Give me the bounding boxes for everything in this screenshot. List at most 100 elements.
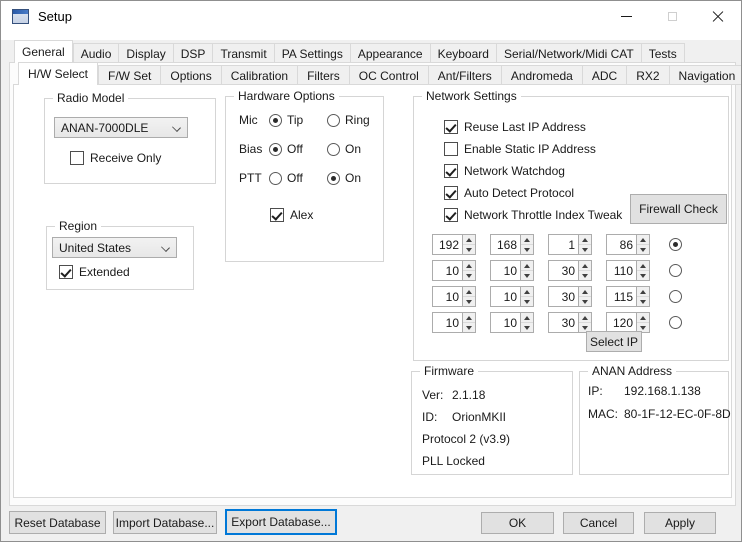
auto-detect-protocol-checkbox[interactable]: Auto Detect Protocol xyxy=(444,186,574,200)
ip-row-1-select-radio[interactable] xyxy=(669,238,682,251)
spin-down-icon[interactable] xyxy=(463,244,475,254)
tab-dsp[interactable]: DSP xyxy=(173,43,214,63)
spin-up-icon[interactable] xyxy=(637,235,649,244)
ip3-octet3-spinner[interactable]: 30 xyxy=(548,286,592,307)
subtab-rx2[interactable]: RX2 xyxy=(627,65,670,85)
ip-row-4-select-radio[interactable] xyxy=(669,316,682,329)
ok-button[interactable]: OK xyxy=(481,512,554,534)
extended-checkbox[interactable]: Extended xyxy=(59,265,130,279)
ip4-octet3-spinner[interactable]: 30 xyxy=(548,312,592,333)
spin-down-icon[interactable] xyxy=(637,270,649,280)
enable-static-ip-checkbox[interactable]: Enable Static IP Address xyxy=(444,142,596,156)
spin-down-icon[interactable] xyxy=(579,244,591,254)
tab-general[interactable]: General xyxy=(14,40,73,63)
ip2-octet4-spinner[interactable]: 110 xyxy=(606,260,650,281)
tab-pa-settings[interactable]: PA Settings xyxy=(274,43,351,63)
subtab-oc-control[interactable]: OC Control xyxy=(349,65,429,85)
subtab-calibration[interactable]: Calibration xyxy=(221,65,299,85)
radio-model-dropdown[interactable]: ANAN-7000DLE xyxy=(54,117,188,138)
network-watchdog-checkbox[interactable]: Network Watchdog xyxy=(444,164,565,178)
subtab-navigation[interactable]: Navigation xyxy=(669,65,741,85)
spin-up-icon[interactable] xyxy=(463,287,475,296)
spin-up-icon[interactable] xyxy=(521,313,533,322)
import-database-button[interactable]: Import Database... xyxy=(113,511,217,534)
ip1-octet3-spinner[interactable]: 1 xyxy=(548,234,592,255)
spin-up-icon[interactable] xyxy=(579,287,591,296)
minimize-button[interactable] xyxy=(603,1,649,32)
ip4-octet4-spinner[interactable]: 120 xyxy=(606,312,650,333)
spin-down-icon[interactable] xyxy=(579,296,591,306)
tab-keyboard[interactable]: Keyboard xyxy=(430,43,497,63)
spin-down-icon[interactable] xyxy=(463,322,475,332)
spin-up-icon[interactable] xyxy=(637,261,649,270)
subtab-fw-set[interactable]: F/W Set xyxy=(98,65,162,85)
spin-down-icon[interactable] xyxy=(579,270,591,280)
subtab-filters[interactable]: Filters xyxy=(298,65,350,85)
select-ip-button[interactable]: Select IP xyxy=(586,331,642,352)
subtab-adc[interactable]: ADC xyxy=(582,65,628,85)
spin-up-icon[interactable] xyxy=(521,261,533,270)
subtab-ant-filters[interactable]: Ant/Filters xyxy=(428,65,502,85)
bias-on-radio[interactable]: On xyxy=(327,142,361,156)
ip4-octet1-spinner[interactable]: 10 xyxy=(432,312,476,333)
tab-tests[interactable]: Tests xyxy=(641,43,685,63)
spin-down-icon[interactable] xyxy=(521,296,533,306)
reset-database-button[interactable]: Reset Database xyxy=(9,511,106,534)
spin-down-icon[interactable] xyxy=(637,296,649,306)
subtab-options[interactable]: Options xyxy=(161,65,222,85)
alex-checkbox[interactable]: Alex xyxy=(270,208,313,222)
spin-up-icon[interactable] xyxy=(637,313,649,322)
ptt-off-radio[interactable]: Off xyxy=(269,171,327,185)
spin-down-icon[interactable] xyxy=(521,322,533,332)
network-throttle-checkbox[interactable]: Network Throttle Index Tweak xyxy=(444,208,622,222)
bias-off-radio[interactable]: Off xyxy=(269,142,327,156)
mic-tip-radio[interactable]: Tip xyxy=(269,113,327,127)
ip3-octet4-spinner[interactable]: 115 xyxy=(606,286,650,307)
tab-serial-network-midi-cat[interactable]: Serial/Network/Midi CAT xyxy=(496,43,642,63)
subtab-hw-select[interactable]: H/W Select xyxy=(18,62,99,85)
spin-up-icon[interactable] xyxy=(521,287,533,296)
ip2-octet1-spinner[interactable]: 10 xyxy=(432,260,476,281)
cancel-button[interactable]: Cancel xyxy=(563,512,634,534)
spin-up-icon[interactable] xyxy=(463,313,475,322)
export-database-button[interactable]: Export Database... xyxy=(225,509,337,535)
spin-up-icon[interactable] xyxy=(637,287,649,296)
ip1-octet1-spinner[interactable]: 192 xyxy=(432,234,476,255)
receive-only-checkbox[interactable]: Receive Only xyxy=(70,151,161,165)
region-dropdown[interactable]: United States xyxy=(52,237,177,258)
firewall-check-button[interactable]: Firewall Check xyxy=(630,194,727,224)
tab-audio[interactable]: Audio xyxy=(72,43,120,63)
ip-row-3-select-radio[interactable] xyxy=(669,290,682,303)
spin-down-icon[interactable] xyxy=(521,244,533,254)
ip2-octet3-spinner[interactable]: 30 xyxy=(548,260,592,281)
mic-ring-radio[interactable]: Ring xyxy=(327,113,370,127)
tab-display[interactable]: Display xyxy=(119,43,174,63)
network-settings-group: Network Settings Reuse Last IP Address E… xyxy=(413,89,729,361)
ip1-octet4-spinner[interactable]: 86 xyxy=(606,234,650,255)
tab-appearance[interactable]: Appearance xyxy=(350,43,431,63)
reuse-last-ip-checkbox[interactable]: Reuse Last IP Address xyxy=(444,120,586,134)
spin-down-icon[interactable] xyxy=(637,244,649,254)
spin-down-icon[interactable] xyxy=(579,322,591,332)
close-button[interactable] xyxy=(695,1,741,32)
spin-down-icon[interactable] xyxy=(463,296,475,306)
spin-up-icon[interactable] xyxy=(579,313,591,322)
spin-up-icon[interactable] xyxy=(579,261,591,270)
ip1-octet2-spinner[interactable]: 168 xyxy=(490,234,534,255)
ip4-octet2-spinner[interactable]: 10 xyxy=(490,312,534,333)
ip2-octet2-spinner[interactable]: 10 xyxy=(490,260,534,281)
spin-up-icon[interactable] xyxy=(521,235,533,244)
subtab-andromeda[interactable]: Andromeda xyxy=(501,65,583,85)
ip3-octet2-spinner[interactable]: 10 xyxy=(490,286,534,307)
spin-down-icon[interactable] xyxy=(521,270,533,280)
spin-up-icon[interactable] xyxy=(463,261,475,270)
spin-up-icon[interactable] xyxy=(579,235,591,244)
spin-up-icon[interactable] xyxy=(463,235,475,244)
ptt-on-radio[interactable]: On xyxy=(327,171,361,185)
spin-down-icon[interactable] xyxy=(463,270,475,280)
ip3-octet1-spinner[interactable]: 10 xyxy=(432,286,476,307)
tab-transmit[interactable]: Transmit xyxy=(213,43,275,63)
spin-down-icon[interactable] xyxy=(637,322,649,332)
ip-row-2-select-radio[interactable] xyxy=(669,264,682,277)
apply-button[interactable]: Apply xyxy=(644,512,716,534)
